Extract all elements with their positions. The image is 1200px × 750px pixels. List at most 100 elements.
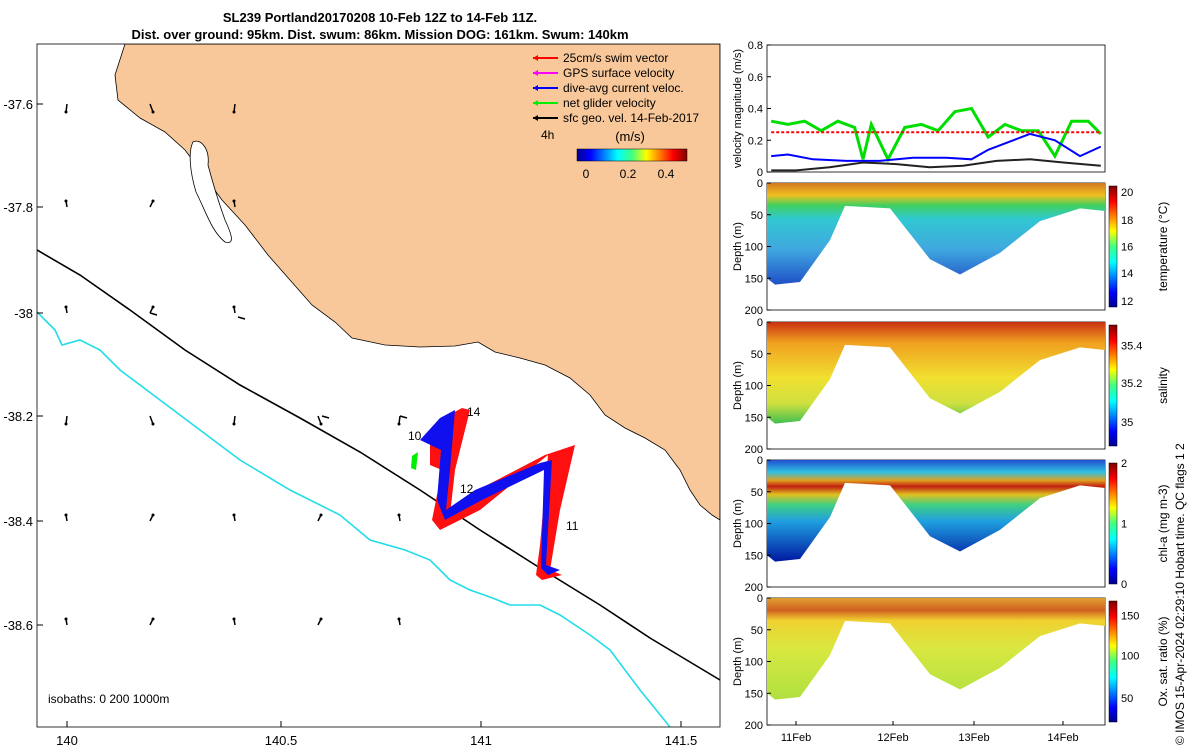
depth-tick: 200 [745,582,763,594]
profile-heatmap-3: 0 50 100 150 200 Depth (m) 0 1 2 chl-a (mg m-3) [732,455,1170,594]
surface-geostrophic-arrows [64,103,408,727]
heatmap-colorbar [1108,185,1118,308]
velocity-chart: 0 0.2 0.4 0.6 0.8 velocity magnitude (m/s) [732,40,1106,179]
map-y-tick-label: -37.8 [3,200,33,215]
heatmap-colorbar [1108,462,1118,585]
legend-entry: GPS surface velocity [563,66,674,80]
profile-heatmap-4: 0 50 100 150 200 Depth (m) 50 100 150 Ox. sat. ra… [732,593,1170,732]
depth-tick: 150 [745,273,763,285]
colorbar-tick: 20 [1121,187,1133,199]
depth-tick: 50 [751,487,763,499]
imos-side-note: © IMOS 15-Apr-2024 02:29:10 Hobart time.… [1173,443,1187,745]
velocity-series-line [771,158,1101,172]
map-y-tick-label: -37.6 [3,97,33,112]
depth-tick: 100 [745,242,763,254]
colorbar-tick-label: 0.4 [658,167,675,181]
map-x-tick-label: 140.5 [265,733,298,748]
heatmap-data-area [767,460,1105,562]
depth-tick: 0 [757,178,763,190]
depth-tick: 150 [745,550,763,562]
heatmap-data-area [767,598,1105,700]
depth-tick: 100 [745,381,763,393]
velocity-y-tick: 0.4 [748,104,763,116]
depth-tick: 100 [745,519,763,531]
map-x-tick-label: 141.5 [665,733,698,748]
depth-tick: 0 [757,455,763,467]
velocity-series-line [770,106,1102,163]
map-panel: 10 14 12 11 140 140.5 141 141.5 -37.6 -37.8 -38 -3… [3,43,721,748]
map-axis-ticks: 140 140.5 141 141.5 -37.6 -37.8 -38 -38.2 -38.4 -… [3,97,697,748]
heatmap-data-area [767,183,1105,285]
depth-tick: 50 [751,625,763,637]
depth-tick: 0 [757,317,763,329]
depth-tick: 50 [751,210,763,222]
date-tick-label: 11Feb [781,732,811,744]
depth-tick: 150 [745,412,763,424]
day-labels: 10 14 12 11 [408,405,579,533]
map-x-tick-label: 140 [56,733,78,748]
heatmap-colorbar [1108,600,1118,723]
time-step-label: 4h [541,128,554,142]
colorbar-tick: 0 [1121,579,1127,591]
date-tick-label: 12Feb [877,732,908,744]
map-y-tick-label: -38.6 [3,618,33,633]
date-tick-label: 13Feb [958,732,989,744]
profile-heatmap-1: 0 50 100 150 200 Depth (m) 12 14 16 18 20 temperatu… [732,178,1170,317]
shelf-isobath-200m [37,249,720,681]
velocity-y-tick: 0.6 [748,72,763,84]
chart-title-line1: SL239 Portland20170208 10-Feb 12Z to 14-… [222,10,538,25]
colorbar-tick: 16 [1121,242,1133,254]
colorbar-tick: 50 [1121,693,1133,705]
depth-tick: 0 [757,593,763,605]
colorbar-tick: 12 [1121,296,1133,308]
colorbar-label: salinity [1156,367,1170,404]
colorbar-tick: 35 [1121,417,1133,429]
glider-track [411,408,575,580]
colorbar-label: chl-a (mg m-3) [1156,484,1170,562]
net-velocity-marker [411,452,418,470]
colorbar-tick: 100 [1121,650,1139,662]
profile-panels: 0 0.2 0.4 0.6 0.8 velocity magnitude (m/s) 0 50… [732,40,1170,744]
heatmap-data-area [767,322,1105,424]
heatmap-colorbar [1108,324,1118,447]
depth-tick: 200 [745,444,763,456]
speed-colorbar [576,148,688,162]
colorbar-tick: 14 [1121,268,1133,280]
colorbar-label: temperature (°C) [1156,202,1170,292]
depth-tick: 200 [745,720,763,732]
colorbar-tick: 2 [1121,458,1127,470]
lake-shape [189,140,232,243]
isobaths-label: isobaths: 0 200 1000m [48,692,169,706]
depth-axis-label: Depth (m) [732,499,744,548]
map-x-tick-label: 141 [470,733,492,748]
legend-entry: net glider velocity [563,96,656,110]
colorbar-unit-label: (m/s) [615,129,645,144]
map-y-tick-label: -38.2 [3,409,33,424]
dive-avg-current-band [420,410,560,575]
track-day-label: 11 [566,519,579,533]
chart-title-line2: Dist. over ground: 95km. Dist. swum: 86k… [131,27,629,42]
track-day-label: 10 [408,429,422,443]
colorbar-tick-label: 0.2 [620,167,637,181]
profile-heatmap-2: 0 50 100 150 200 Depth (m) 35 35.2 35.4 salinity [732,317,1170,456]
map-y-tick-label: -38.4 [3,514,33,529]
colorbar-tick: 1 [1121,519,1127,531]
depth-axis-label: Depth (m) [732,222,744,271]
velocity-y-tick: 0.2 [748,135,763,147]
track-day-label: 12 [460,482,474,496]
depth-tick: 50 [751,349,763,361]
legend-entry: dive-avg current veloc. [563,81,684,95]
legend-entry: 25cm/s swim vector [563,51,668,65]
map-y-tick-label: -38 [14,306,33,321]
depth-axis-label: Depth (m) [732,361,744,410]
velocity-y-label: velocity magnitude (m/s) [732,49,744,168]
depth-tick: 100 [745,657,763,669]
colorbar-tick: 35.4 [1121,341,1142,353]
colorbar-tick: 18 [1121,215,1133,227]
track-day-label: 14 [467,405,481,419]
colorbar-tick: 35.2 [1121,378,1142,390]
depth-axis-label: Depth (m) [732,637,744,686]
colorbar-label: Ox. sat. ratio (%) [1156,616,1170,706]
